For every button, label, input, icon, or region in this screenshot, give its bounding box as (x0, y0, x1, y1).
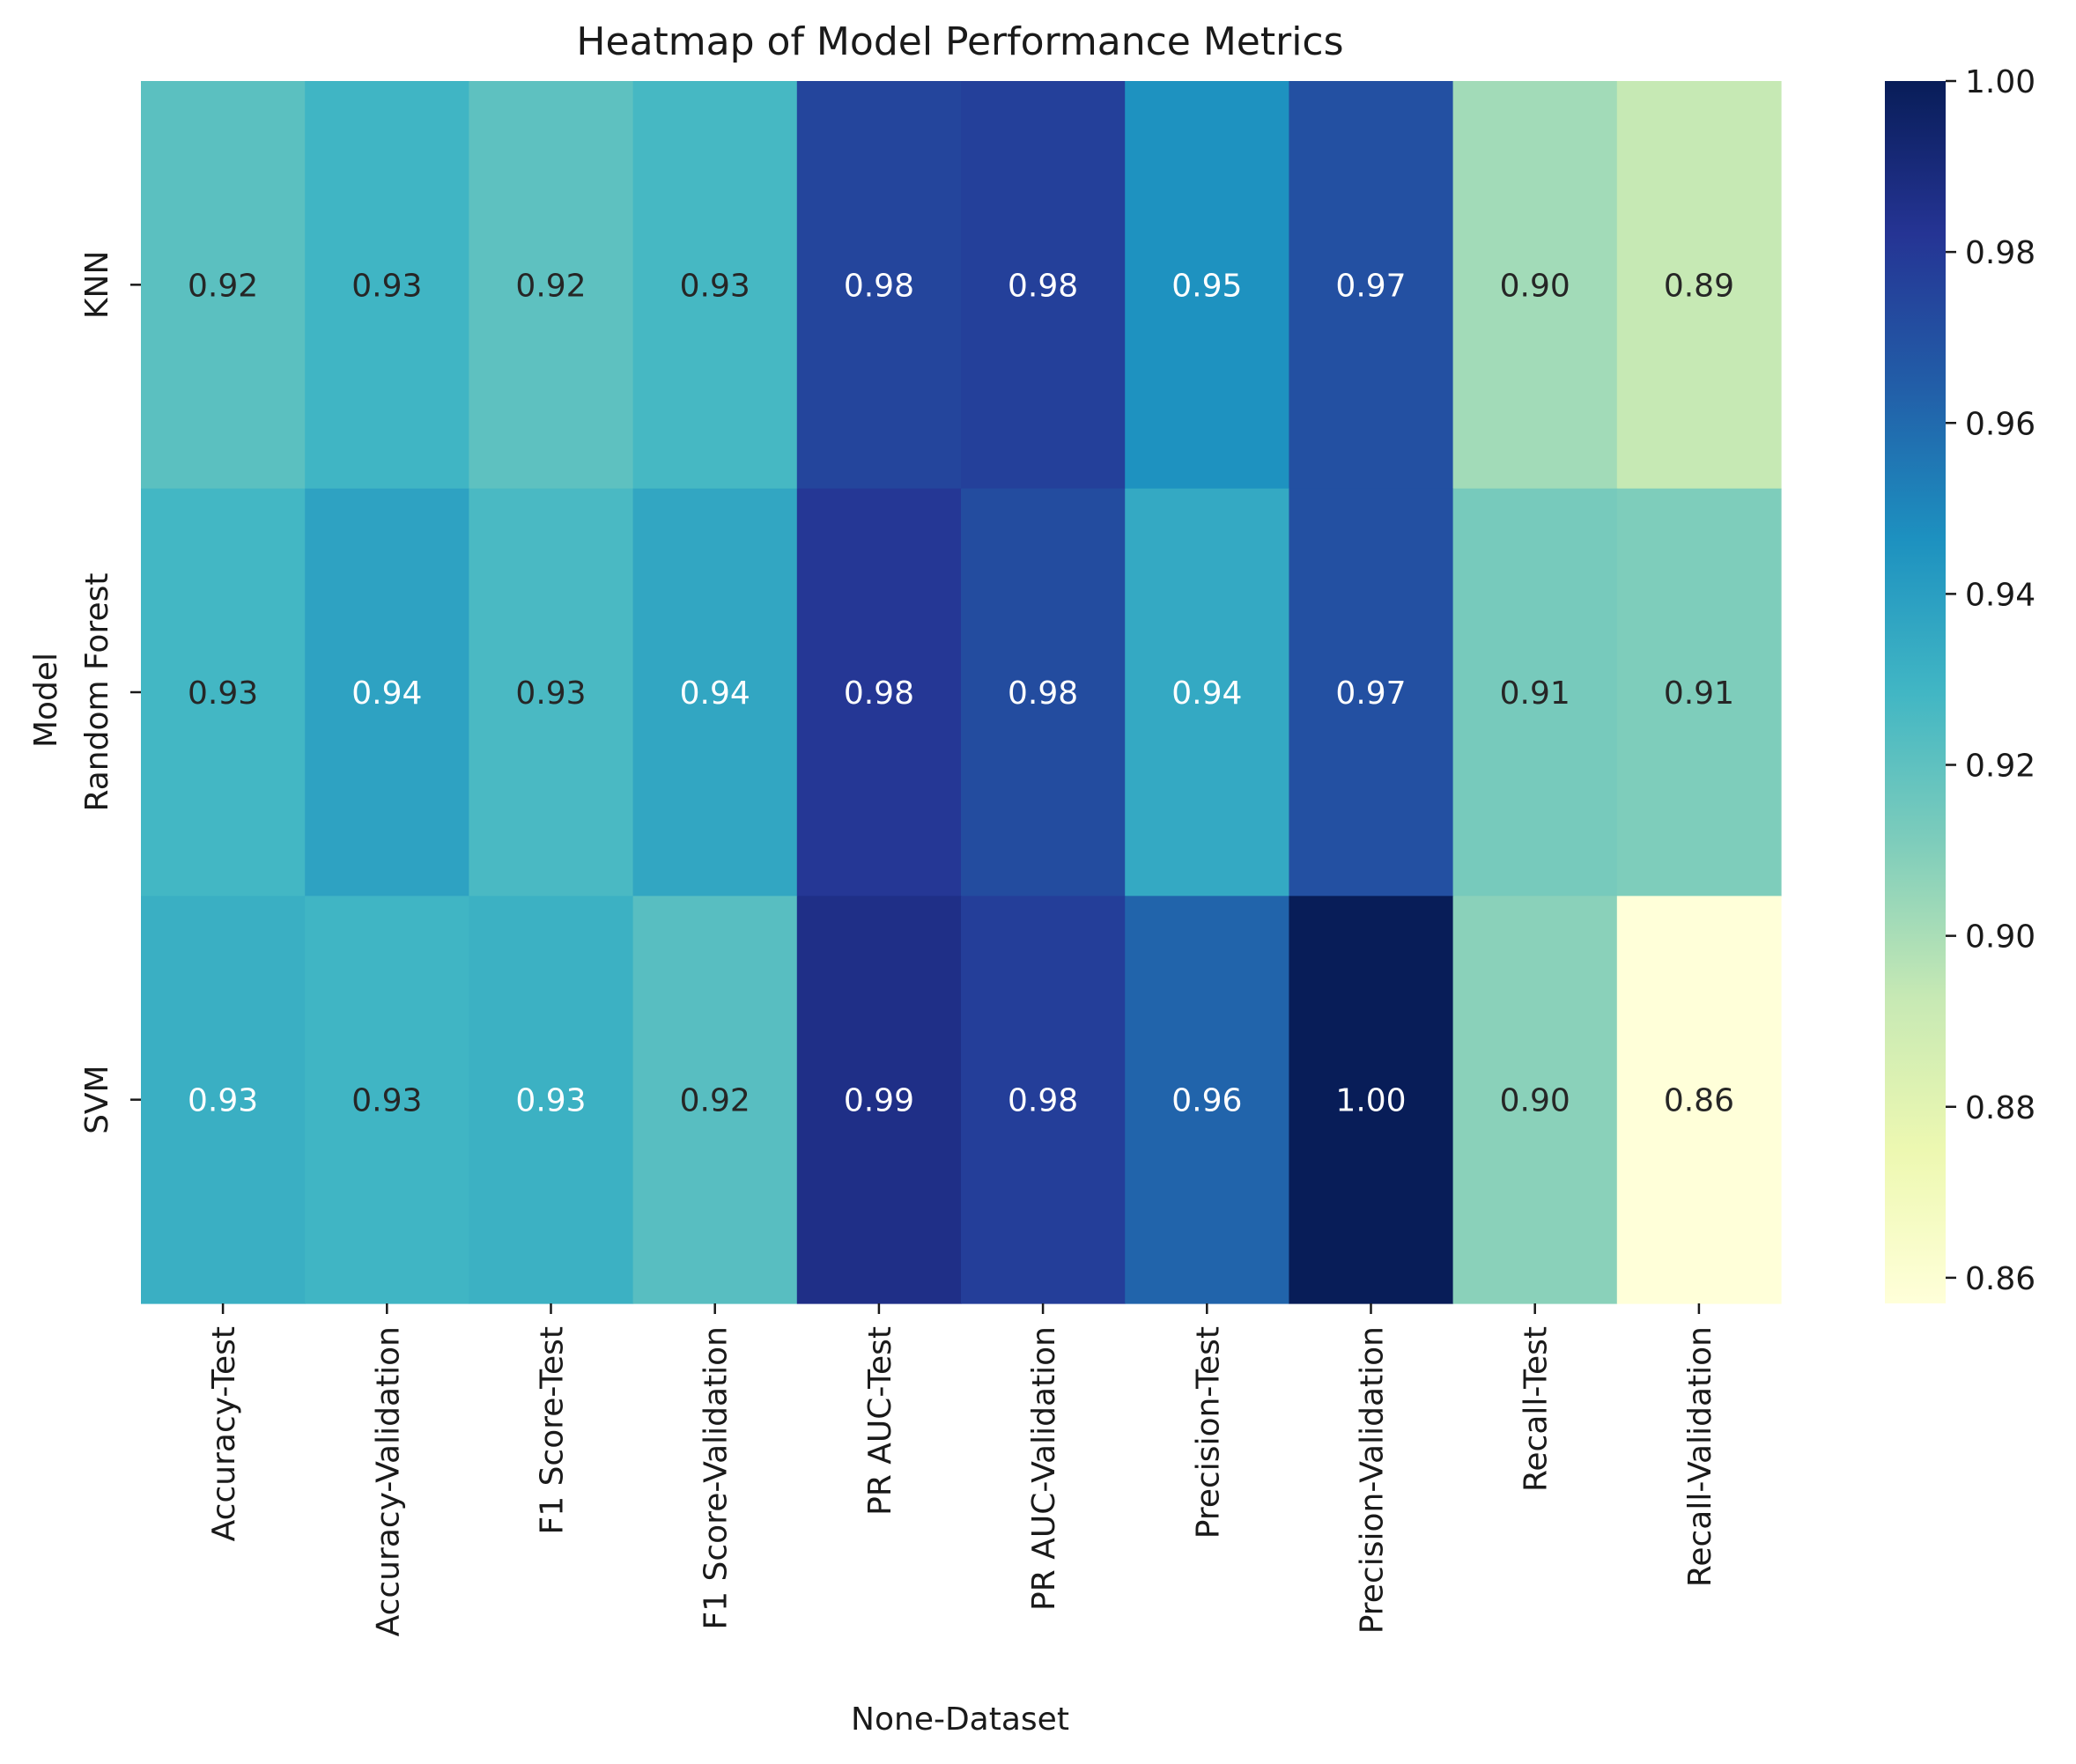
cell-value-label: 0.93 (188, 675, 258, 712)
cell-value-label: 0.95 (1171, 268, 1242, 304)
colorbar-ticks: 0.86 0.88 0.90 0.92 0.94 0.96 0.98 1.00 (1946, 64, 2035, 1297)
heatmap-cell (1616, 81, 1782, 490)
cell-value-label: 0.92 (680, 1083, 750, 1119)
cell-value-label: 0.98 (1008, 1083, 1078, 1119)
heatmap-cell (305, 488, 469, 897)
cell-value-label: 0.93 (351, 1083, 422, 1119)
colorbar-tick-label: 1.00 (1965, 64, 2035, 100)
heatmap-cell (1452, 488, 1618, 897)
cell-value-label: 0.98 (844, 675, 914, 712)
cell-value-label: 0.93 (188, 1083, 258, 1119)
heatmap-cell (1452, 81, 1618, 490)
x-tick-label: PR AUC-Test (862, 1326, 898, 1516)
heatmap-cell (796, 896, 962, 1304)
cell-value-label: 1.00 (1335, 1083, 1406, 1119)
heatmap-cell (961, 896, 1126, 1304)
cell-value-label: 0.86 (1664, 1083, 1734, 1119)
x-tick-label: Recall-Validation (1682, 1326, 1718, 1587)
x-tick-label: F1 Score-Test (535, 1326, 571, 1534)
heatmap-cell (305, 81, 469, 490)
heatmap-cell (1452, 896, 1618, 1304)
cell-value-label: 0.98 (844, 268, 914, 304)
heatmap-cell (469, 896, 634, 1304)
heatmap-cell (1616, 488, 1782, 897)
cell-value-label: 0.91 (1500, 675, 1570, 712)
heatmap-cell (632, 488, 798, 897)
cell-value-label: 0.93 (515, 675, 586, 712)
colorbar: 0.86 0.88 0.90 0.92 0.94 0.96 0.98 1.00 (1885, 64, 2035, 1303)
cell-value-label: 0.93 (680, 268, 750, 304)
heatmap-cell (961, 81, 1126, 490)
colorbar-tick-label: 0.94 (1965, 577, 2035, 613)
cell-value-label: 0.89 (1664, 268, 1734, 304)
cell-value-label: 0.97 (1335, 675, 1406, 712)
cell-value-label: 0.98 (1008, 675, 1078, 712)
cell-value-label: 0.96 (1171, 1083, 1242, 1119)
cell-value-label: 0.94 (1171, 675, 1242, 712)
colorbar-tick-label: 0.96 (1965, 406, 2035, 442)
heatmap-cell (1289, 81, 1454, 490)
x-tick-label: PR AUC-Validation (1026, 1326, 1062, 1611)
heatmap-cell (1125, 81, 1289, 490)
chart-title: Heatmap of Model Performance Metrics (576, 19, 1343, 64)
cell-value-label: 0.98 (1008, 268, 1078, 304)
x-axis-label: None-Dataset (851, 1701, 1069, 1738)
cell-value-label: 0.91 (1664, 675, 1734, 712)
x-tick-label: Accuracy-Validation (370, 1326, 406, 1636)
y-tick-label: Random Forest (79, 573, 115, 812)
y-axis-label: Model (28, 653, 64, 748)
colorbar-tick-label: 0.90 (1965, 919, 2035, 956)
heatmap-cell (1125, 488, 1289, 897)
heatmap-cell (1125, 896, 1289, 1304)
heatmap-cell (469, 488, 634, 897)
cell-value-label: 0.94 (680, 675, 750, 712)
heatmap-cell (1616, 896, 1782, 1304)
heatmap-cell (141, 488, 306, 897)
cell-value-label: 0.94 (351, 675, 422, 712)
x-tick-label: F1 Score-Validation (698, 1326, 735, 1630)
cell-value-label: 0.97 (1335, 268, 1406, 304)
heatmap-cell (961, 488, 1126, 897)
cell-value-label: 0.93 (515, 1083, 586, 1119)
colorbar-tick-label: 0.98 (1965, 235, 2035, 271)
heatmap-cells (141, 81, 1782, 1304)
colorbar-gradient (1885, 81, 1946, 1303)
cell-value-label: 0.99 (844, 1083, 914, 1119)
x-tick-label: Precision-Test (1190, 1326, 1226, 1539)
heatmap-cell (632, 81, 798, 490)
y-axis: KNN Random Forest SVM (79, 251, 141, 1134)
colorbar-tick-label: 0.92 (1965, 749, 2035, 785)
x-tick-label: Accuracy-Test (206, 1326, 242, 1541)
cell-value-label: 0.90 (1500, 1083, 1570, 1119)
cell-value-label: 0.90 (1500, 268, 1570, 304)
cell-annotations: 0.92 0.93 0.92 0.93 0.98 0.98 0.95 0.97 0.90 0.89… (188, 268, 1734, 1118)
cell-value-label: 0.93 (351, 268, 422, 304)
colorbar-tick-label: 0.88 (1965, 1090, 2035, 1126)
heatmap-cell (469, 81, 634, 490)
y-tick-label: SVM (79, 1065, 115, 1134)
heatmap-cell (1289, 896, 1454, 1304)
heatmap-cell (796, 81, 962, 490)
heatmap-cell (632, 896, 798, 1304)
heatmap-cell (141, 896, 306, 1304)
colorbar-tick-label: 0.86 (1965, 1261, 2035, 1297)
cell-value-label: 0.92 (188, 268, 258, 304)
heatmap-cell (141, 81, 306, 490)
heatmap-cell (305, 896, 469, 1304)
x-tick-label: Recall-Test (1518, 1326, 1555, 1492)
heatmap-cell (796, 488, 962, 897)
cell-value-label: 0.92 (515, 268, 586, 304)
heatmap-cell (1289, 488, 1454, 897)
x-tick-label: Precision-Validation (1355, 1326, 1391, 1634)
y-tick-label: KNN (79, 251, 115, 319)
x-axis: Accuracy-Test Accuracy-Validation F1 Score… (206, 1303, 1718, 1636)
